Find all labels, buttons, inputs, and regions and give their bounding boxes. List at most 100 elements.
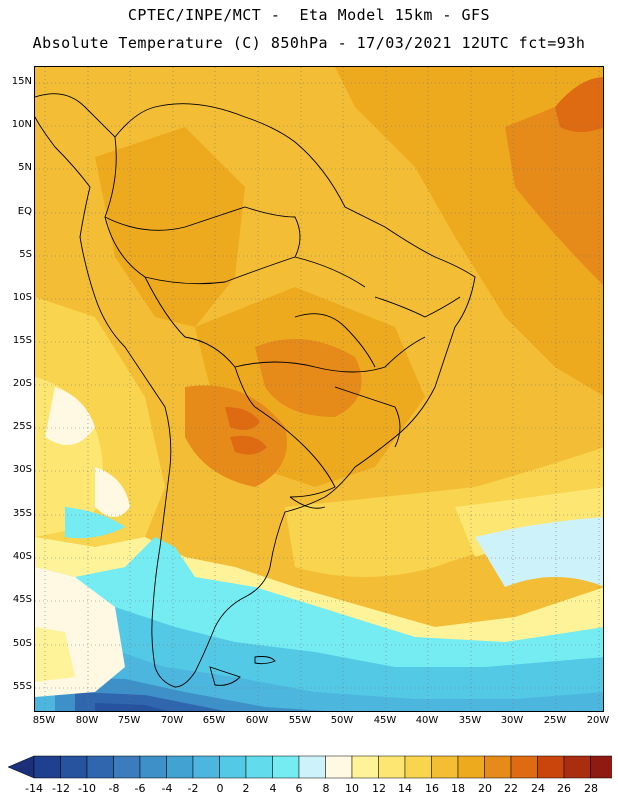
colorbar-label: 16 — [425, 782, 439, 795]
lon-label: 60W — [245, 715, 269, 726]
colorbar-swatch — [192, 755, 220, 779]
south-atlantic-cyan-patch — [475, 517, 603, 587]
colorbar-label: 0 — [216, 782, 224, 795]
colorbar-label: 20 — [478, 782, 492, 795]
peru-bolivia-border — [144, 276, 256, 408]
chile-west-yellow-zone — [35, 627, 75, 682]
temperature-map — [34, 66, 604, 712]
colorbar-label: 14 — [398, 782, 412, 795]
tierra-del-fuego — [209, 666, 241, 686]
lon-label: 85W — [32, 715, 56, 726]
lat-label: 10N — [11, 119, 32, 130]
colorbar-label: 28 — [584, 782, 598, 795]
colorbar-label: 26 — [557, 782, 571, 795]
colorbar-under-arrow — [8, 755, 35, 779]
colorbar-swatch — [60, 755, 88, 779]
colorbar-label: 10 — [345, 782, 359, 795]
colorbar-label: 24 — [531, 782, 545, 795]
lon-label: 80W — [75, 715, 99, 726]
south-atlantic-yellow-band — [285, 447, 603, 577]
title-line-2: Absolute Temperature (C) 850hPa - 17/03/… — [32, 34, 586, 52]
colorbar-swatch — [113, 755, 141, 779]
colorbar-swatch — [298, 755, 326, 779]
south-america-coastline — [35, 93, 476, 688]
colorbar-swatch — [351, 755, 379, 779]
colorbar-label: -8 — [108, 782, 120, 795]
colorbar-label: -10 — [78, 782, 96, 795]
graticule — [35, 67, 603, 711]
colorbar-label: 22 — [504, 782, 518, 795]
paraguay-hottest-spot — [225, 407, 260, 431]
argentina-hottest-spot — [230, 435, 267, 455]
pacific-cream-zone — [45, 387, 95, 445]
lon-label: 35W — [458, 715, 482, 726]
lon-label: 45W — [373, 715, 397, 726]
colorbar-swatch — [33, 755, 61, 779]
lon-label: 30W — [500, 715, 524, 726]
temperature-field — [35, 67, 603, 711]
colorbar-label: -12 — [52, 782, 70, 795]
colorbar-swatch — [86, 755, 114, 779]
colorbar-label: 8 — [322, 782, 330, 795]
lon-label: 25W — [543, 715, 567, 726]
coastlines-and-borders — [35, 93, 476, 688]
colorbar-swatch — [325, 755, 353, 779]
minas-border — [334, 386, 401, 448]
lat-label: 20S — [12, 378, 32, 389]
falkland-islands — [254, 656, 276, 665]
title-line-1: CPTEC/INPE/MCT - Eta Model 15km - GFS — [127, 6, 491, 24]
lat-label: 15N — [11, 76, 32, 87]
colorbar-swatch — [457, 755, 485, 779]
colorbar-label: 6 — [295, 782, 303, 795]
colorbar-label: -4 — [161, 782, 173, 795]
lat-label: 55S — [12, 681, 32, 692]
colorbar-swatch — [166, 755, 194, 779]
lat-label: 50S — [12, 638, 32, 649]
lat-label: EQ — [17, 206, 32, 217]
lon-label: 40W — [415, 715, 439, 726]
lon-label: 75W — [117, 715, 141, 726]
northern-borders — [104, 136, 301, 258]
lat-label: 35S — [12, 508, 32, 519]
lon-label: 65W — [202, 715, 226, 726]
colorbar-label: 4 — [269, 782, 277, 795]
lon-label: 20W — [586, 715, 610, 726]
lat-label: 15S — [12, 335, 32, 346]
chile-cream-zone — [95, 467, 130, 517]
lat-label: 5S — [19, 249, 32, 260]
lat-label: 5N — [18, 162, 32, 173]
lat-label: 25S — [12, 421, 32, 432]
colorbar-label: 12 — [372, 782, 386, 795]
lat-label: 45S — [12, 594, 32, 605]
brazil-states-border — [234, 336, 426, 373]
colorbar-label: 18 — [451, 782, 465, 795]
colorbar-swatch — [484, 755, 512, 779]
lat-label: 40S — [12, 551, 32, 562]
colorbar — [8, 755, 612, 779]
goias-border — [294, 313, 376, 368]
colorbar-swatch — [510, 755, 538, 779]
colorbar-swatch — [563, 755, 591, 779]
colorbar-label: 2 — [242, 782, 250, 795]
northeast-border — [374, 296, 461, 318]
colorbar-swatch — [537, 755, 565, 779]
amazon-borders — [104, 216, 366, 288]
uruguay-border — [289, 496, 326, 509]
colorbar-swatch — [378, 755, 406, 779]
brazil-hot-core — [255, 339, 362, 417]
lat-label: 30S — [12, 464, 32, 475]
hottest-atlantic-zone — [555, 77, 603, 132]
colorbar-swatch — [404, 755, 432, 779]
amazon-warm-zone — [95, 127, 245, 327]
colorbar-swatch — [245, 755, 273, 779]
colorbar-swatch — [139, 755, 167, 779]
colorbar-label: -6 — [134, 782, 146, 795]
colorbar-label: -2 — [187, 782, 199, 795]
colorbar-swatch — [272, 755, 300, 779]
paraguay-argentina-border — [254, 406, 336, 498]
lat-label: 10S — [12, 292, 32, 303]
warm-atlantic-zone — [505, 87, 603, 285]
colorbar-swatch — [219, 755, 247, 779]
colorbar-label: -14 — [25, 782, 43, 795]
lon-label: 70W — [160, 715, 184, 726]
